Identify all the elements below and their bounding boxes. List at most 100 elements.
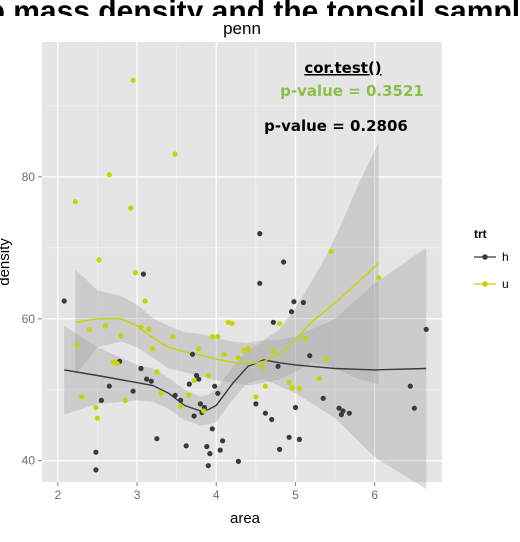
point-u (93, 404, 99, 411)
point-u (235, 355, 241, 361)
point-h (61, 298, 67, 304)
annotation-pvalue-h: p-value = 0.2806 (264, 117, 408, 135)
point-h (270, 319, 276, 325)
point-h (93, 467, 99, 473)
chart-title: penn (223, 19, 261, 38)
point-u (376, 275, 382, 281)
point-u (286, 380, 292, 386)
legend-point-u (482, 281, 488, 287)
plot-panel (42, 42, 442, 482)
point-h (291, 299, 297, 305)
point-h (138, 365, 144, 372)
x-tick-label: 2 (54, 488, 61, 502)
x-tick-label: 5 (292, 488, 299, 502)
annotation-pvalue-u: p-value = 0.3521 (280, 82, 424, 100)
point-h (277, 446, 283, 452)
point-u (229, 321, 235, 327)
point-u (150, 346, 156, 352)
point-u (102, 323, 108, 329)
point-u (94, 415, 100, 421)
point-h (207, 451, 213, 457)
point-h (269, 416, 275, 423)
confidence-ribbon-u (75, 142, 379, 386)
legend-label-u: u (502, 277, 509, 291)
point-h (320, 395, 326, 401)
point-h (106, 383, 112, 389)
point-u (196, 346, 202, 352)
point-u (106, 172, 112, 178)
point-h (253, 401, 259, 407)
x-axis-title: area (230, 510, 261, 527)
point-u (146, 326, 152, 332)
point-h (346, 410, 352, 416)
smooth-line-h (64, 359, 427, 412)
point-h (197, 401, 203, 407)
point-h (130, 388, 136, 394)
point-h (336, 405, 342, 411)
point-h (257, 231, 263, 237)
point-h (217, 447, 223, 453)
point-h (235, 458, 241, 464)
point-h (172, 392, 178, 398)
smooth-lines (64, 262, 427, 412)
point-h (257, 280, 263, 286)
annotation-box: cor.test() p-value = 0.3521 p-value = 0.… (264, 59, 424, 135)
point-h (191, 413, 197, 419)
point-u (316, 375, 322, 381)
point-h (186, 381, 192, 387)
point-h (148, 378, 154, 384)
point-u (130, 77, 136, 83)
point-u (158, 390, 164, 396)
point-h (275, 363, 281, 369)
point-u (86, 326, 93, 332)
point-h (300, 299, 306, 306)
point-h (212, 383, 218, 389)
top-cut-text: Pb mass density and the topsoil samples (0, 0, 520, 16)
point-u (262, 383, 268, 389)
point-u (245, 346, 251, 352)
y-tick-label: 40 (22, 454, 36, 468)
y-tick-label: 60 (22, 312, 36, 326)
point-u (328, 248, 334, 254)
point-u (178, 403, 184, 409)
point-h (93, 449, 99, 455)
point-u (122, 397, 128, 403)
point-h (292, 404, 299, 411)
point-h (288, 309, 295, 315)
point-h (183, 443, 189, 449)
point-h (407, 383, 413, 389)
point-h (205, 463, 211, 469)
y-axis-title: density (0, 238, 13, 286)
point-h (154, 436, 160, 442)
point-u (277, 321, 283, 327)
point-h (220, 438, 226, 444)
smooth-line-u (75, 262, 380, 365)
x-tick-label: 6 (371, 488, 378, 502)
point-u (185, 392, 192, 398)
point-h (178, 397, 184, 403)
point-u (79, 394, 85, 400)
point-u (221, 351, 227, 357)
point-u (128, 205, 134, 211)
point-h (281, 259, 287, 265)
point-u (323, 356, 329, 362)
annotation-heading: cor.test() (304, 59, 381, 77)
point-h (189, 351, 196, 357)
point-u (172, 151, 178, 157)
y-axis-ticks: 40 60 80 (22, 170, 42, 468)
legend-label-h: h (502, 250, 509, 264)
point-u (205, 372, 211, 379)
point-u (241, 348, 247, 354)
point-h (411, 405, 417, 411)
point-u (114, 360, 120, 367)
point-u (302, 336, 308, 342)
point-h (286, 434, 292, 440)
point-u (154, 369, 160, 375)
point-h (215, 390, 221, 396)
point-u (191, 377, 197, 384)
point-h (196, 376, 202, 382)
point-u (215, 333, 221, 340)
point-h (307, 353, 313, 359)
point-u (225, 319, 231, 325)
